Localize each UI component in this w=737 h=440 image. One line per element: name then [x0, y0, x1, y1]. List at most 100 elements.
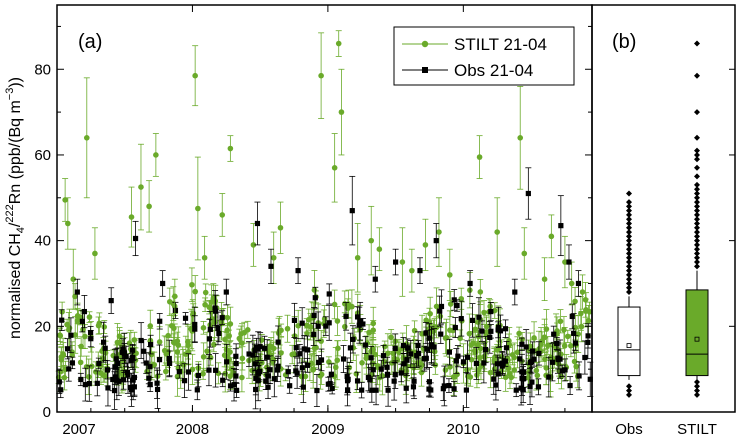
stilt-marker [564, 333, 571, 340]
x-tick-label-2009: 2009 [311, 421, 344, 438]
obs-marker [392, 372, 398, 378]
obs-marker [216, 330, 222, 337]
obs-marker [437, 308, 443, 314]
stilt-point-28 [435, 197, 442, 267]
stilt-marker [562, 259, 568, 265]
stilt-marker [229, 366, 235, 372]
obs-marker [555, 355, 561, 361]
stilt-point-bg-248 [86, 311, 93, 323]
stilt-marker [372, 351, 379, 358]
outlier-1 [626, 387, 632, 394]
stilt-marker [116, 333, 123, 340]
obs-point-bg-187 [304, 335, 311, 365]
stilt-marker [370, 346, 376, 353]
stilt-marker [376, 246, 383, 252]
obs-marker [265, 373, 271, 379]
stilt-marker [335, 345, 341, 352]
obs-point-bg-124 [87, 330, 94, 348]
outlier-4 [626, 284, 632, 291]
obs-point-bg-241 [347, 332, 354, 363]
obs-point-bg-245 [232, 369, 239, 383]
stilt-marker [561, 326, 567, 333]
stilt-point-bg-221 [466, 313, 473, 354]
obs-marker [112, 374, 119, 380]
obs-marker [304, 347, 311, 353]
obs-marker [525, 190, 531, 197]
y-axis-title-sub: 4 [15, 227, 27, 233]
outlier-25 [694, 164, 700, 171]
stilt-marker [276, 327, 283, 334]
stilt-point-bg-82 [162, 362, 169, 381]
outlier-1 [694, 387, 700, 394]
legend: STILT 21-04 Obs 21-04 [393, 26, 575, 86]
obs-point-bg-178 [257, 332, 264, 362]
obs-point-bg-256 [249, 334, 256, 376]
obs-point-bg-78 [403, 373, 410, 404]
obs-marker [138, 337, 144, 344]
obs-marker [451, 386, 457, 392]
stilt-marker [120, 358, 127, 364]
y-tick-label-40: 40 [34, 233, 51, 250]
obs-marker [125, 372, 131, 378]
obs-marker [88, 336, 94, 342]
panel-b-frame [591, 4, 736, 413]
outlier-32 [694, 40, 700, 47]
obs-marker [231, 382, 237, 388]
stilt-point-bg-263 [447, 291, 454, 318]
stilt-marker [521, 250, 528, 257]
obs-marker [502, 358, 508, 364]
y-tick-label-0: 0 [43, 404, 51, 421]
obs-marker [301, 346, 307, 352]
stilt-marker [72, 332, 79, 338]
legend-obs-label: Obs 21-04 [454, 61, 533, 80]
obs-point-bg-141 [407, 340, 414, 368]
obs-point-bg-64 [340, 345, 347, 374]
stilt-marker [541, 276, 548, 282]
obs-point-bg-29 [156, 313, 163, 330]
obs-point-bg-243 [373, 375, 380, 406]
stilt-marker [156, 339, 163, 345]
obs-marker [441, 383, 447, 389]
legend-obs-marker [422, 67, 428, 73]
box-body [617, 306, 641, 377]
obs-point-bg-94 [454, 345, 461, 368]
obs-point-bg-136 [285, 365, 292, 378]
obs-marker [274, 367, 281, 373]
obs-point-bg-116 [410, 377, 417, 397]
stilt-marker [185, 342, 191, 349]
y-axis-title-sup: 222 [4, 204, 16, 222]
obs-point-bg-196 [535, 341, 542, 366]
obs-point-4 [223, 278, 230, 306]
obs-marker [549, 359, 556, 365]
stilt-point-17 [277, 201, 284, 254]
obs-marker [446, 382, 452, 389]
stilt-marker [298, 373, 305, 380]
obs-point-bg-114 [223, 343, 230, 380]
stilt-marker [541, 334, 548, 340]
obs-point-bg-255 [384, 361, 391, 387]
stilt-marker [548, 233, 555, 240]
obs-point-bg-231 [310, 322, 317, 346]
obs-point-bg-22 [370, 362, 377, 377]
box-plot-layer [617, 40, 709, 398]
outlier-7 [626, 271, 632, 278]
stilt-marker [138, 184, 144, 190]
obs-point-bg-172 [95, 357, 102, 370]
stilt-marker [481, 354, 488, 360]
stilt-marker [318, 338, 324, 344]
obs-marker [233, 387, 240, 393]
stilt-marker [342, 323, 348, 330]
obs-point-bg-113 [585, 323, 592, 349]
obs-marker [495, 371, 501, 377]
stilt-point-24 [376, 227, 383, 272]
stilt-point-10 [192, 45, 199, 107]
stilt-point-bg-381 [334, 340, 341, 381]
y-tick-label-80: 80 [34, 61, 51, 78]
stilt-marker [370, 320, 377, 327]
obs-marker [518, 385, 524, 391]
obs-marker [105, 385, 111, 391]
stilt-point-bg-345 [511, 342, 518, 373]
panel-a-label: (a) [78, 31, 102, 53]
stilt-marker [250, 242, 257, 248]
obs-point-bg-109 [581, 340, 588, 375]
